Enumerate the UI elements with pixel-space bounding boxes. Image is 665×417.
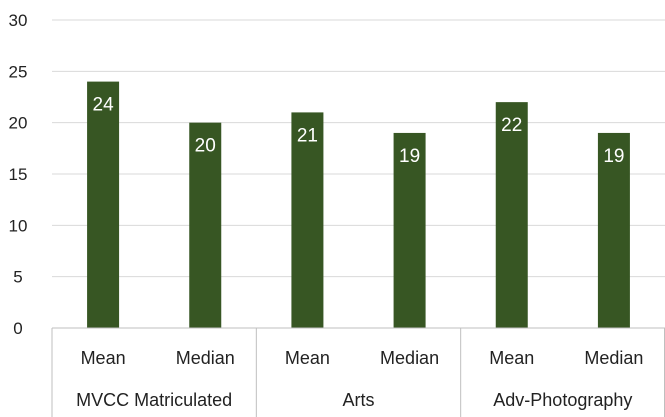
data-label: 21 bbox=[297, 125, 318, 146]
bar bbox=[87, 81, 120, 328]
x-category-label: Mean bbox=[81, 348, 126, 368]
data-label: 24 bbox=[93, 95, 115, 116]
y-tick-label: 25 bbox=[9, 62, 28, 81]
x-category-label: Median bbox=[176, 348, 235, 368]
data-labels: 24 20 21 19 22 19 bbox=[93, 95, 625, 167]
bar bbox=[393, 132, 426, 328]
data-label: 22 bbox=[501, 115, 522, 136]
bar bbox=[597, 132, 630, 328]
x-category-label: Mean bbox=[489, 348, 534, 368]
y-tick-label: 10 bbox=[9, 216, 28, 235]
bar bbox=[189, 122, 222, 329]
data-label: 19 bbox=[399, 146, 420, 167]
data-label: 19 bbox=[603, 146, 624, 167]
x-group-label: Arts bbox=[342, 390, 374, 410]
bars bbox=[87, 81, 630, 329]
y-tick-label: 5 bbox=[13, 268, 22, 287]
x-group-label: Adv-Photography bbox=[493, 390, 632, 410]
x-category-label: Mean bbox=[285, 348, 330, 368]
x-category-label: Median bbox=[380, 348, 439, 368]
data-label: 20 bbox=[195, 136, 216, 157]
bar bbox=[495, 102, 528, 328]
gridlines bbox=[52, 19, 665, 278]
x-group-label: MVCC Matriculated bbox=[76, 390, 232, 410]
y-tick-label: 0 bbox=[13, 319, 22, 338]
y-axis-ticks: 0 5 10 15 20 25 30 bbox=[9, 11, 28, 338]
y-tick-label: 30 bbox=[9, 11, 28, 30]
y-tick-label: 15 bbox=[9, 165, 28, 184]
x-category-label: Median bbox=[584, 348, 643, 368]
y-tick-label: 20 bbox=[9, 114, 28, 133]
bar bbox=[291, 112, 324, 329]
x-axis: Mean Median Mean Median Mean Median MVCC Matri… bbox=[51, 327, 665, 417]
